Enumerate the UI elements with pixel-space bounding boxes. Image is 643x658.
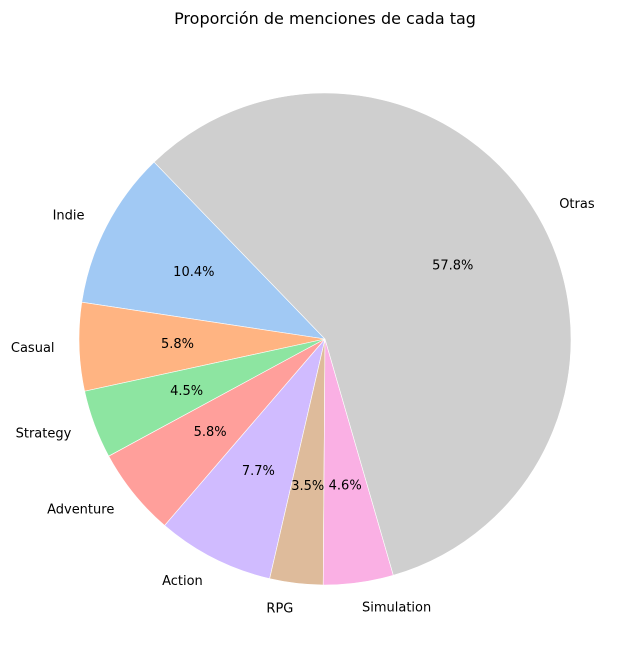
pie-labels: Indie 10.4% Casual 5.8% Strategy 4.5% Adventur… [11, 197, 595, 616]
pie-slice-action [164, 338, 326, 580]
pie-slice-indie [81, 161, 326, 340]
pie-slices [78, 92, 572, 586]
slice-label-strategy: Strategy [16, 427, 72, 442]
pct-label-otras: 57.8% [432, 259, 473, 274]
pie-slice-otras [153, 92, 572, 576]
slice-label-simulation: Simulation [362, 601, 431, 616]
pct-label-action: 7.7% [242, 464, 275, 479]
pct-label-strategy: 4.5% [170, 384, 203, 399]
chart-title: Proporción de menciones de cada tag [174, 9, 476, 28]
pct-label-indie: 10.4% [173, 265, 214, 280]
slice-label-otras: Otras [559, 197, 595, 212]
slice-label-rpg: RPG [266, 601, 293, 616]
slice-label-adventure: Adventure [47, 502, 114, 517]
pct-label-casual: 5.8% [161, 337, 194, 352]
slice-label-indie: Indie [53, 208, 85, 223]
pct-label-adventure: 5.8% [194, 425, 227, 440]
slice-label-casual: Casual [11, 341, 55, 356]
slice-label-action: Action [162, 574, 203, 589]
pct-label-rpg: 3.5% [291, 479, 324, 494]
pct-label-simulation: 4.6% [329, 479, 362, 494]
